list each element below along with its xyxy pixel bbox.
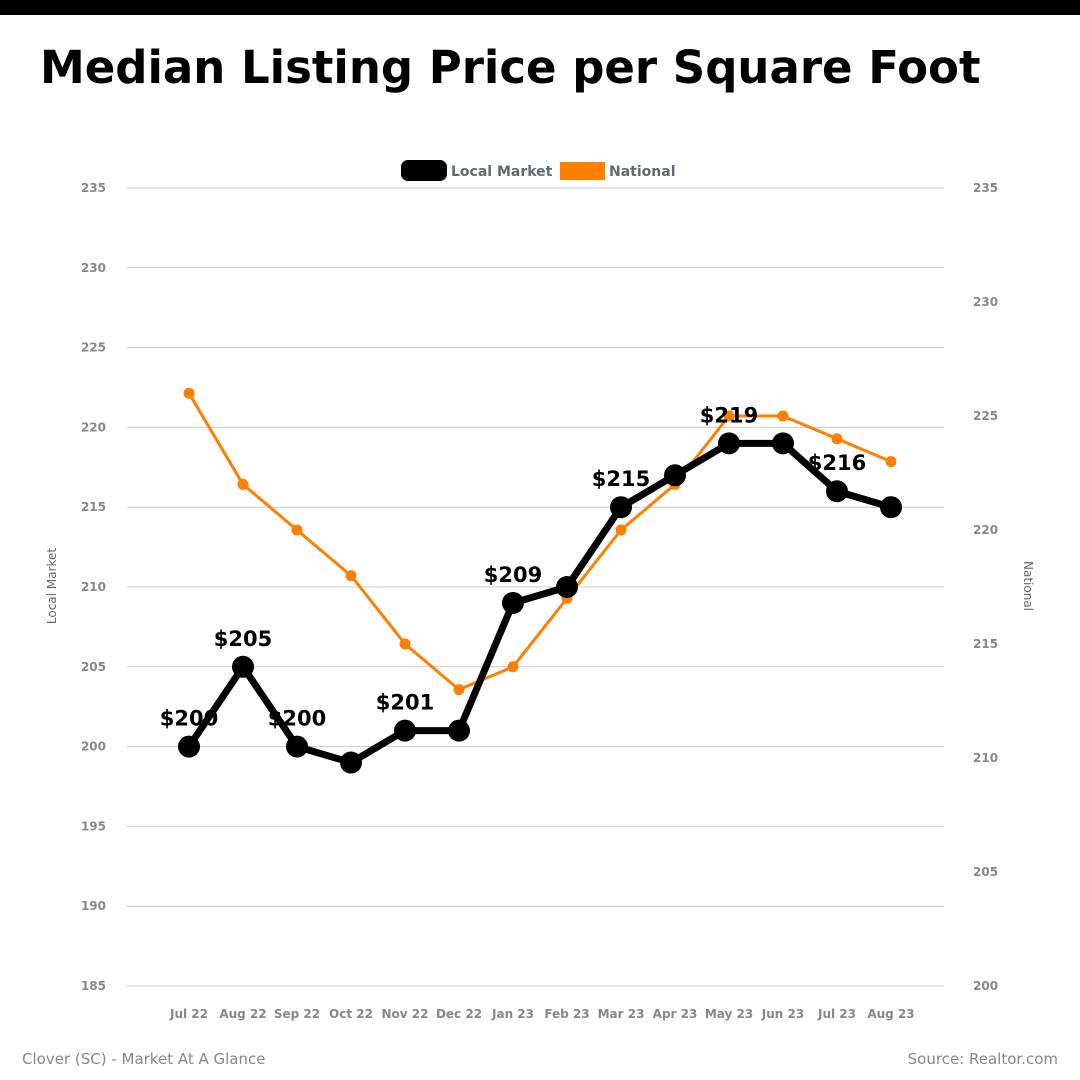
national-point	[831, 433, 843, 445]
data-label: $200	[268, 707, 326, 731]
data-label: $205	[214, 627, 272, 651]
right-tick-label: 220	[973, 523, 998, 537]
local-market-point	[664, 464, 686, 487]
gridlines	[127, 187, 944, 987]
legend-label-national[interactable]: National	[609, 164, 676, 180]
local-market-point	[826, 480, 848, 503]
x-tick-label: Dec 22	[436, 1007, 482, 1021]
right-tick-label: 215	[973, 637, 998, 651]
x-tick-label: Apr 23	[653, 1007, 698, 1021]
x-tick-label: Nov 22	[382, 1007, 429, 1021]
chart-title: Median Listing Price per Square Foot	[40, 41, 981, 94]
series-national	[183, 387, 897, 696]
right-tick-label: 235	[973, 181, 998, 195]
local-market-point	[178, 735, 200, 758]
left-axis-ticks: 185 190 195 200 205 210 215 220 225 230 235	[81, 181, 106, 993]
left-tick-label: 195	[81, 819, 106, 833]
x-tick-label: Jul 23	[817, 1007, 856, 1021]
left-tick-label: 235	[81, 181, 106, 195]
footer-location: Clover (SC) - Market At A Glance	[22, 1050, 266, 1068]
x-tick-label: Feb 23	[544, 1007, 589, 1021]
left-tick-label: 200	[81, 740, 106, 754]
national-point	[885, 456, 897, 468]
left-tick-label: 205	[81, 660, 106, 674]
right-axis-title: National	[1021, 561, 1035, 611]
national-point	[237, 478, 249, 490]
local-market-point	[772, 432, 794, 455]
right-tick-label: 210	[973, 751, 998, 765]
local-market-point	[718, 432, 740, 455]
left-tick-label: 210	[81, 580, 106, 594]
national-point	[183, 387, 195, 399]
local-market-point	[286, 735, 308, 758]
legend: Local Market National	[401, 160, 676, 181]
left-tick-label: 220	[81, 420, 106, 434]
national-point	[777, 410, 789, 422]
data-label: $216	[808, 451, 866, 475]
left-tick-label: 230	[81, 261, 106, 275]
national-point	[453, 684, 465, 696]
local-market-point	[880, 496, 902, 519]
x-tick-label: Jun 23	[761, 1007, 804, 1021]
x-tick-label: Oct 22	[329, 1007, 373, 1021]
data-label: $201	[376, 691, 434, 715]
left-axis-title: Local Market	[45, 548, 59, 624]
local-market-point	[448, 719, 470, 742]
x-tick-label: Aug 23	[867, 1007, 914, 1021]
right-tick-label: 230	[973, 295, 998, 309]
x-tick-label: Mar 23	[598, 1007, 645, 1021]
data-label: $209	[484, 563, 542, 587]
local-market-point	[394, 719, 416, 742]
series-local-market	[178, 432, 902, 774]
right-axis-ticks: 200 205 210 215 220 225 230 235	[973, 181, 998, 993]
x-tick-label: Jul 22	[169, 1007, 208, 1021]
top-bar	[0, 0, 1080, 15]
national-point	[345, 570, 357, 582]
left-tick-label: 185	[81, 979, 106, 993]
x-tick-label: Jan 23	[491, 1007, 534, 1021]
right-tick-label: 205	[973, 865, 998, 879]
local-market-point	[340, 751, 362, 774]
local-market-point	[556, 576, 578, 598]
national-point	[399, 638, 411, 650]
x-axis-ticks: Jul 22 Aug 22 Sep 22 Oct 22 Nov 22 Dec 22 Jan …	[169, 1007, 915, 1021]
x-tick-label: Sep 22	[274, 1007, 320, 1021]
x-tick-label: May 23	[705, 1007, 753, 1021]
x-tick-label: Aug 22	[219, 1007, 266, 1021]
data-label: $219	[700, 403, 758, 427]
local-market-point	[502, 591, 524, 614]
national-point	[615, 524, 627, 536]
right-tick-label: 200	[973, 979, 998, 993]
data-label: $200	[160, 707, 218, 731]
legend-label-local-market[interactable]: Local Market	[451, 164, 553, 180]
national-point	[723, 410, 735, 422]
legend-swatch-local-market	[401, 160, 447, 181]
national-point	[507, 661, 519, 673]
national-line	[187, 392, 892, 692]
data-label: $215	[592, 467, 650, 491]
right-tick-label: 225	[973, 409, 998, 423]
legend-swatch-national	[560, 162, 605, 180]
left-tick-label: 215	[81, 500, 106, 514]
local-market-point	[610, 496, 632, 519]
left-tick-label: 225	[81, 341, 106, 355]
footer-source: Source: Realtor.com	[907, 1050, 1058, 1068]
left-tick-label: 190	[81, 899, 106, 913]
local-market-point	[232, 655, 254, 678]
national-point	[291, 524, 303, 536]
data-labels: $200 $205 $200 $201 $209 $215 $219 $216	[160, 403, 866, 730]
